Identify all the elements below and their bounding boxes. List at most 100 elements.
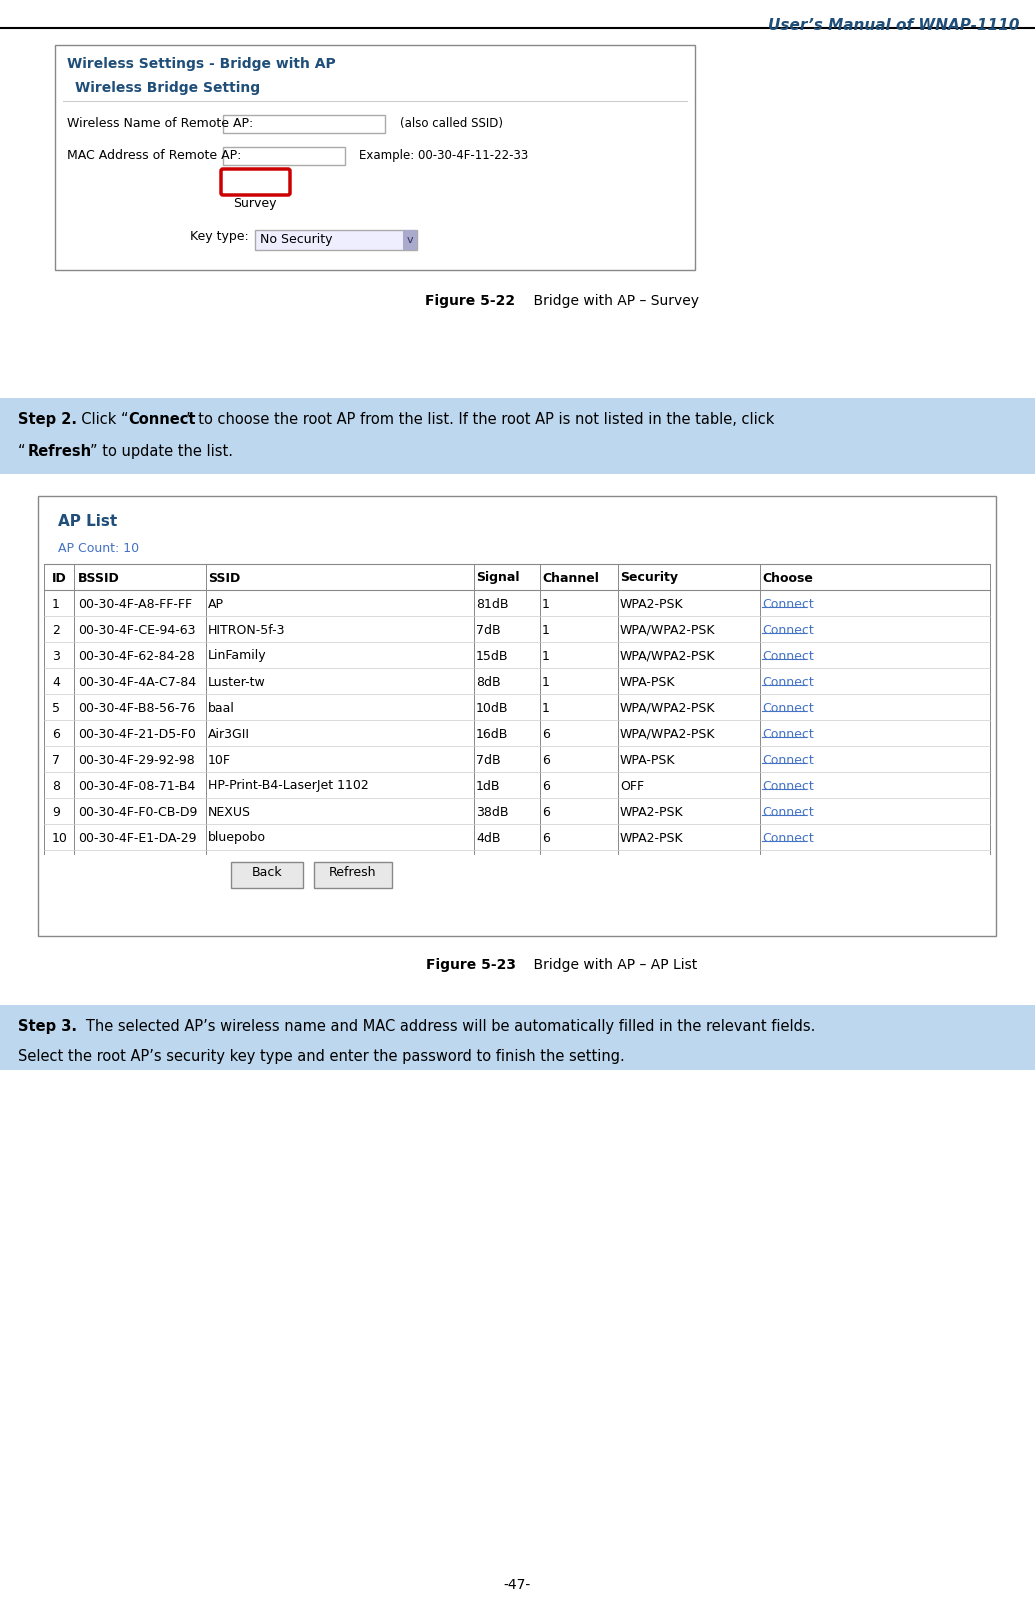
Text: Step 3.: Step 3. xyxy=(18,1020,77,1034)
Text: bluepobo: bluepobo xyxy=(208,831,266,844)
Text: Connect: Connect xyxy=(762,780,814,793)
Text: Click “: Click “ xyxy=(72,412,128,427)
Text: “: “ xyxy=(18,444,26,459)
Text: The selected AP’s wireless name and MAC address will be automatically filled in : The selected AP’s wireless name and MAC … xyxy=(72,1020,816,1034)
Text: 4: 4 xyxy=(52,676,60,689)
Text: WPA-PSK: WPA-PSK xyxy=(620,754,676,767)
FancyBboxPatch shape xyxy=(403,230,417,249)
Text: Wireless Settings - Bridge with AP: Wireless Settings - Bridge with AP xyxy=(67,58,335,70)
FancyBboxPatch shape xyxy=(223,147,345,165)
Text: 10: 10 xyxy=(52,831,68,844)
Text: NEXUS: NEXUS xyxy=(208,805,252,818)
FancyBboxPatch shape xyxy=(38,495,996,936)
Text: 9: 9 xyxy=(52,805,60,818)
Text: Connect: Connect xyxy=(762,831,814,844)
Text: Key type:: Key type: xyxy=(190,230,248,243)
Text: 81dB: 81dB xyxy=(476,598,508,610)
Text: WPA2-PSK: WPA2-PSK xyxy=(620,831,684,844)
Text: Refresh: Refresh xyxy=(28,444,92,459)
Text: ” to choose the root AP from the list. If the root AP is not listed in the table: ” to choose the root AP from the list. I… xyxy=(186,412,774,427)
Text: Example: 00-30-4F-11-22-33: Example: 00-30-4F-11-22-33 xyxy=(359,149,528,161)
Text: 00-30-4F-4A-C7-84: 00-30-4F-4A-C7-84 xyxy=(78,676,196,689)
Text: Survey: Survey xyxy=(233,198,276,211)
Text: Luster-tw: Luster-tw xyxy=(208,676,266,689)
Text: Refresh: Refresh xyxy=(329,866,377,879)
Text: MAC Address of Remote AP:: MAC Address of Remote AP: xyxy=(67,149,241,161)
Text: Connect: Connect xyxy=(762,676,814,689)
Text: 6: 6 xyxy=(542,831,550,844)
Text: 6: 6 xyxy=(52,727,60,740)
Text: 7dB: 7dB xyxy=(476,754,501,767)
Text: 5: 5 xyxy=(52,702,60,714)
Text: 6: 6 xyxy=(542,780,550,793)
Text: OFF: OFF xyxy=(620,780,644,793)
Text: Wireless Name of Remote AP:: Wireless Name of Remote AP: xyxy=(67,117,254,129)
Text: -47-: -47- xyxy=(504,1577,531,1592)
Text: LinFamily: LinFamily xyxy=(208,649,267,663)
Text: No Security: No Security xyxy=(260,233,332,246)
Text: Bridge with AP – AP List: Bridge with AP – AP List xyxy=(515,957,697,972)
Text: Wireless Bridge Setting: Wireless Bridge Setting xyxy=(75,81,260,94)
Text: WPA/WPA2-PSK: WPA/WPA2-PSK xyxy=(620,649,715,663)
Text: 00-30-4F-A8-FF-FF: 00-30-4F-A8-FF-FF xyxy=(78,598,193,610)
Text: WPA-PSK: WPA-PSK xyxy=(620,676,676,689)
Text: 1dB: 1dB xyxy=(476,780,501,793)
Text: Signal: Signal xyxy=(476,572,520,585)
Text: 6: 6 xyxy=(542,727,550,740)
Text: Figure 5-23: Figure 5-23 xyxy=(425,957,515,972)
Text: HITRON-5f-3: HITRON-5f-3 xyxy=(208,623,286,636)
Text: Select the root AP’s security key type and enter the password to finish the sett: Select the root AP’s security key type a… xyxy=(18,1048,625,1064)
Text: 1: 1 xyxy=(542,623,550,636)
Text: 00-30-4F-CE-94-63: 00-30-4F-CE-94-63 xyxy=(78,623,196,636)
Text: Channel: Channel xyxy=(542,572,599,585)
Text: ID: ID xyxy=(52,572,66,585)
Text: baal: baal xyxy=(208,702,235,714)
Text: BSSID: BSSID xyxy=(78,572,120,585)
Text: Security: Security xyxy=(620,572,678,585)
Text: Connect: Connect xyxy=(762,598,814,610)
FancyBboxPatch shape xyxy=(221,169,290,195)
Text: 1: 1 xyxy=(542,649,550,663)
Text: Connect: Connect xyxy=(762,727,814,740)
Text: 2: 2 xyxy=(52,623,60,636)
Text: 10dB: 10dB xyxy=(476,702,508,714)
Text: Bridge with AP – Survey: Bridge with AP – Survey xyxy=(515,294,699,308)
Text: SSID: SSID xyxy=(208,572,240,585)
Text: User’s Manual of WNAP-1110: User’s Manual of WNAP-1110 xyxy=(769,18,1021,34)
Text: Connect: Connect xyxy=(762,805,814,818)
FancyBboxPatch shape xyxy=(55,45,694,270)
Text: Connect: Connect xyxy=(128,412,196,427)
Text: 00-30-4F-08-71-B4: 00-30-4F-08-71-B4 xyxy=(78,780,196,793)
Text: Step 2.: Step 2. xyxy=(18,412,77,427)
Text: 7: 7 xyxy=(52,754,60,767)
Text: 1: 1 xyxy=(52,598,60,610)
Text: WPA2-PSK: WPA2-PSK xyxy=(620,805,684,818)
Text: Connect: Connect xyxy=(762,754,814,767)
Text: 15dB: 15dB xyxy=(476,649,508,663)
Text: 16dB: 16dB xyxy=(476,727,508,740)
FancyBboxPatch shape xyxy=(255,230,417,249)
Text: 6: 6 xyxy=(542,805,550,818)
Text: v: v xyxy=(407,235,413,244)
Text: WPA/WPA2-PSK: WPA/WPA2-PSK xyxy=(620,727,715,740)
Text: Air3GII: Air3GII xyxy=(208,727,250,740)
Text: AP List: AP List xyxy=(58,515,117,529)
Text: 1: 1 xyxy=(542,676,550,689)
FancyBboxPatch shape xyxy=(314,861,392,888)
Text: ” to update the list.: ” to update the list. xyxy=(90,444,233,459)
Text: HP-Print-B4-LaserJet 1102: HP-Print-B4-LaserJet 1102 xyxy=(208,780,368,793)
Text: Back: Back xyxy=(252,866,283,879)
Text: Connect: Connect xyxy=(762,623,814,636)
Text: Connect: Connect xyxy=(762,702,814,714)
Text: WPA/WPA2-PSK: WPA/WPA2-PSK xyxy=(620,623,715,636)
FancyBboxPatch shape xyxy=(223,115,385,133)
Text: 8dB: 8dB xyxy=(476,676,501,689)
Text: Figure 5-22: Figure 5-22 xyxy=(425,294,515,308)
Text: AP: AP xyxy=(208,598,224,610)
Text: AP Count: 10: AP Count: 10 xyxy=(58,542,139,555)
Text: WPA2-PSK: WPA2-PSK xyxy=(620,598,684,610)
Text: 10F: 10F xyxy=(208,754,231,767)
FancyBboxPatch shape xyxy=(0,1005,1035,1071)
Text: Connect: Connect xyxy=(762,649,814,663)
Text: 8: 8 xyxy=(52,780,60,793)
